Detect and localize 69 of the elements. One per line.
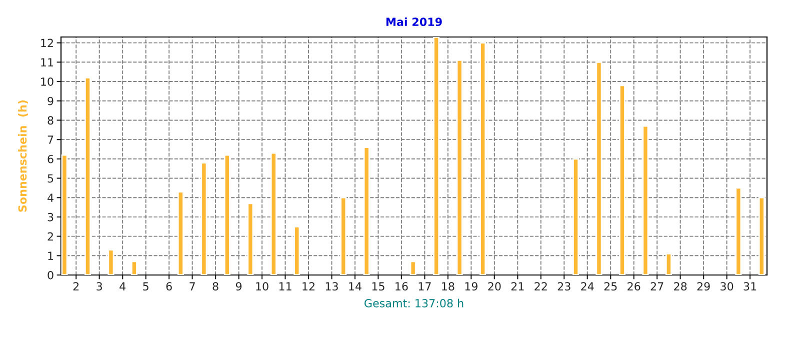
x-tick-label: 19 [465,282,478,291]
y-tick-label: 0 [48,270,54,280]
bar [596,61,602,275]
x-tick-label: 5 [143,282,148,291]
x-tick-label: 11 [279,282,292,290]
y-tick-label: 11 [41,58,54,66]
x-tick-label: 8 [212,282,218,291]
bar [735,187,742,275]
x-tick-label: 28 [674,282,687,291]
y-tick-label: 4 [48,194,54,202]
x-tick-label: 18 [442,282,454,291]
y-tick-label: 7 [48,136,54,144]
bar [758,196,765,275]
bar [270,152,277,275]
x-tick-label: 17 [418,282,431,290]
bar [84,76,91,275]
y-tick-label: 2 [48,232,53,241]
bar [224,154,230,275]
x-tick-label: 12 [302,282,314,290]
bar [61,154,68,275]
x-tick-label: 30 [720,282,734,291]
x-tick-label: 14 [349,282,362,290]
x-tick-label: 15 [372,282,384,291]
bar [433,37,440,275]
bar [572,158,579,275]
x-tick-label: 10 [256,282,268,291]
x-tick-label: 21 [511,282,524,290]
x-tick-label: 20 [488,282,501,291]
x-tick-label: 29 [697,282,710,291]
bar [456,60,463,275]
x-tick-label: 4 [120,282,126,290]
y-axis-title: Sonnenschein (h) [18,100,28,212]
x-tick-label: 2 [73,282,79,290]
x-tick-label: 31 [744,282,756,291]
bar [340,196,347,275]
bar [130,260,138,275]
x-tick-label: 23 [558,282,570,291]
bar [363,146,370,275]
y-tick-label: 5 [48,174,54,183]
x-tick-label: 24 [581,282,594,290]
bar [480,42,486,275]
x-tick-label: 22 [534,282,547,290]
x-tick-label: 25 [604,282,617,291]
bar [177,191,184,275]
bar [618,84,626,275]
x-tick-label: 7 [190,282,195,290]
x-tick-label: 3 [96,282,102,291]
x-tick-label: 6 [166,282,172,291]
bar [410,260,416,275]
y-tick-label: 6 [48,154,54,164]
y-tick-label: 9 [48,96,54,106]
y-tick-label: 8 [48,116,54,125]
x-tick-label: 9 [236,282,242,291]
chart-title: Mai 2019 [386,17,442,26]
bar [108,249,114,275]
bar [294,226,300,275]
bar [247,202,254,275]
y-tick-label: 10 [41,77,54,86]
x-tick-label: 26 [628,282,640,291]
bar [200,162,208,275]
x-tick-label: 27 [650,282,664,290]
y-tick-label: 12 [41,38,53,48]
y-tick-label: 3 [48,212,54,222]
x-tick-label: 13 [326,282,338,291]
text: Gesamt: 137:08 h [364,298,464,308]
bar [665,253,672,275]
bar [642,125,649,275]
x-tick-label: 16 [396,282,408,291]
y-tick-label: 1 [48,252,54,260]
